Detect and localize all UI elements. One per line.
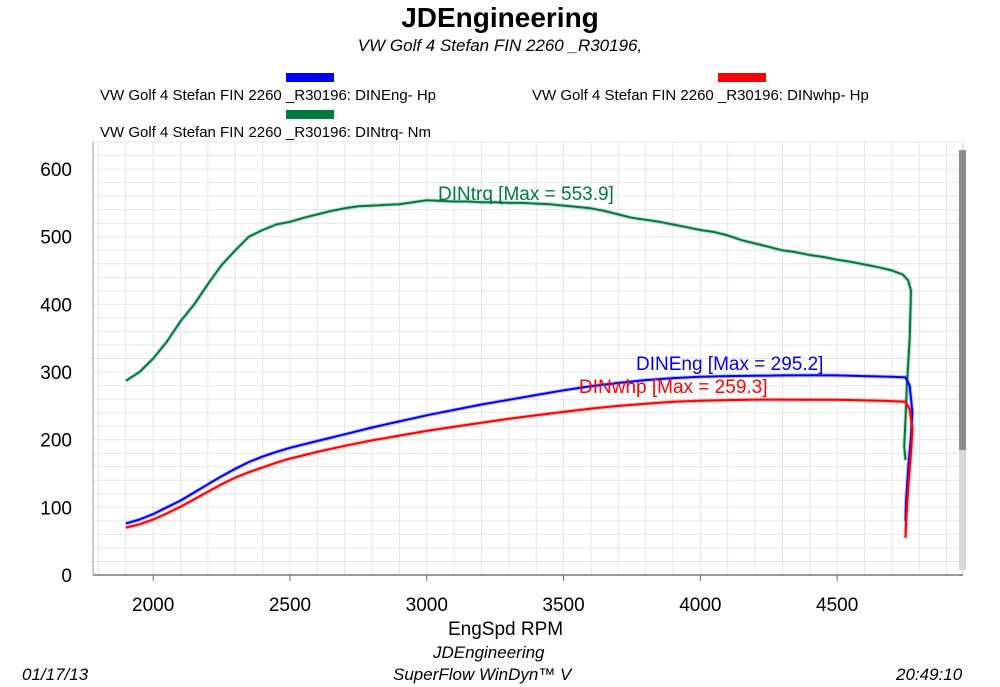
footer-software: SuperFlow WinDyn™ V: [393, 665, 572, 684]
legend-label-dineng: VW Golf 4 Stefan FIN 2260 _R30196: DINEn…: [100, 87, 436, 104]
y-tick-label: 300: [40, 363, 72, 384]
x-tick-label: 4500: [816, 595, 858, 616]
y-tick-label: 600: [40, 160, 72, 181]
scroll-bar: [959, 150, 966, 450]
x-tick-label: 4000: [679, 595, 721, 616]
y-tick-label: 200: [40, 431, 72, 452]
annotation-dinwhp: DINwhp [Max = 259.3]: [579, 377, 768, 398]
series-line-dineng: [125, 374, 914, 525]
chart-title: JDEngineering: [401, 2, 599, 33]
x-tick-label: 3000: [406, 595, 448, 616]
x-tick-label: 2000: [132, 595, 174, 616]
y-tick-label: 400: [40, 295, 72, 316]
legend-swatch-dintrq: [286, 110, 334, 119]
footer-date: 01/17/13: [22, 665, 89, 684]
y-tick-label: 0: [61, 566, 72, 587]
series-line-dinwhp: [125, 398, 914, 538]
y-tick-label: 100: [40, 498, 72, 519]
series-line-dintrq: [125, 199, 912, 461]
chart-subtitle: VW Golf 4 Stefan FIN 2260 _R30196,: [357, 36, 643, 55]
scroll-bar-track: [959, 450, 966, 570]
legend-swatch-dineng: [286, 73, 334, 82]
y-tick-label: 500: [40, 228, 72, 249]
x-tick-label: 2500: [269, 595, 311, 616]
x-tick-label: 3500: [542, 595, 584, 616]
x-axis-title: EngSpd RPM: [448, 619, 564, 640]
legend-label-dintrq: VW Golf 4 Stefan FIN 2260 _R30196: DINtr…: [100, 124, 431, 141]
annotation-dintrq: DINtrq [Max = 553.9]: [438, 184, 614, 205]
annotation-dineng: DINEng [Max = 295.2]: [636, 354, 823, 375]
legend-label-dinwhp: VW Golf 4 Stefan FIN 2260 _R30196: DINwh…: [532, 87, 869, 104]
footer-time: 20:49:10: [896, 665, 963, 684]
legend-swatch-dinwhp: [718, 73, 766, 82]
footer-company: JDEngineering: [433, 643, 545, 662]
